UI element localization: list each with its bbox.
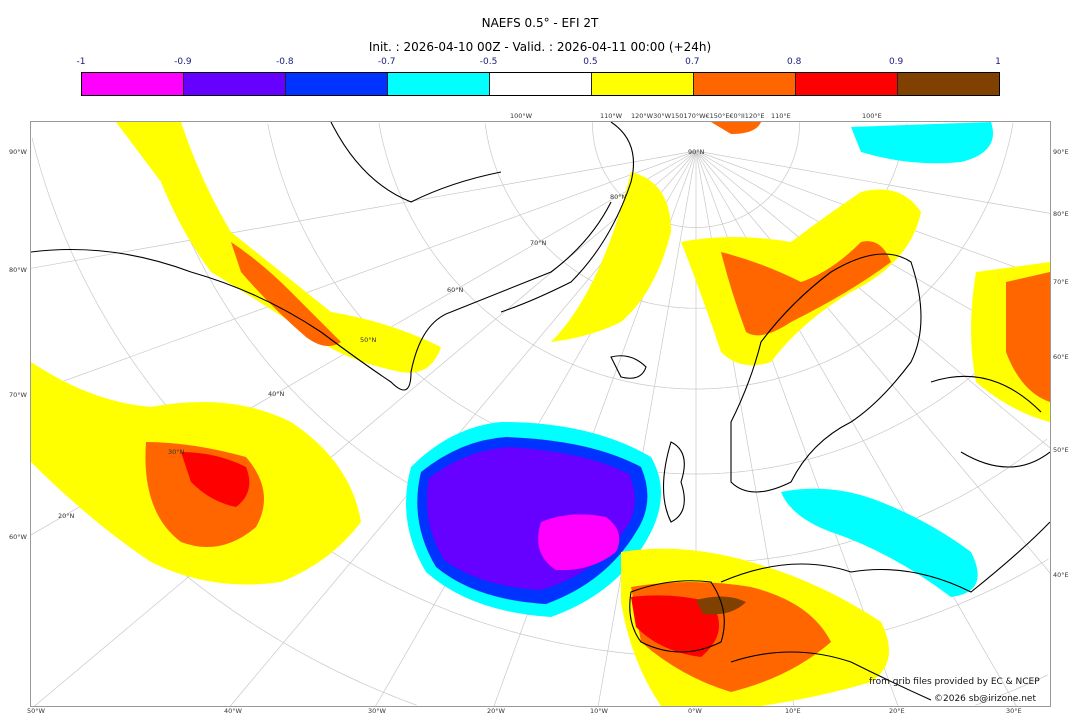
yellow-field-scandinavia <box>681 189 921 366</box>
cyan-field-siberia <box>851 122 993 164</box>
colorbar-segment <box>796 73 898 95</box>
longitude-label: 20°W <box>487 707 505 715</box>
orange-field-scandinavia <box>721 241 891 336</box>
longitude-label: 30°W <box>368 707 386 715</box>
latitude-line <box>975 674 1048 706</box>
longitude-label: 10°W <box>590 707 608 715</box>
meridian-line <box>34 150 697 706</box>
colorbar-segment <box>388 73 490 95</box>
colorbar-tick-label: 0.9 <box>888 57 904 67</box>
longitude-label: 70°W <box>9 391 27 399</box>
longitude-label: 40°W <box>224 707 242 715</box>
map-subtitle: Init. : 2026-04-10 00Z - Valid. : 2026-0… <box>368 40 712 54</box>
colorbar-segment <box>490 73 592 95</box>
source-credit: from grib files provided by EC & NCEP <box>869 677 1040 687</box>
latitude-label: 40°N <box>268 390 285 398</box>
colorbar-segment <box>82 73 184 95</box>
longitude-label: 10°E <box>785 707 801 715</box>
longitude-label: 120°W30°W150170°W€150°E€0°II120°E <box>631 112 765 120</box>
orange-field-canada <box>231 242 341 346</box>
longitude-label: 100°E <box>862 112 882 120</box>
latitude-label: 60°N <box>447 286 464 294</box>
longitude-label: 70°E <box>1053 278 1069 286</box>
yellow-field-canada <box>116 122 441 373</box>
longitude-label: 40°E <box>1053 571 1069 579</box>
map-svg <box>31 122 1050 706</box>
colorbar-tick-label: 0.7 <box>685 57 700 67</box>
efi-fields <box>31 122 1050 706</box>
latitude-label: 20°N <box>58 512 75 520</box>
cyan-field-balkans <box>781 488 978 597</box>
red-field-west <box>181 452 250 507</box>
meridian-line <box>695 150 1050 449</box>
latitude-label: 90°N <box>688 148 705 156</box>
longitude-label: 110°E <box>771 112 791 120</box>
latitude-line <box>267 124 1050 475</box>
meridian-line <box>31 150 697 394</box>
latitude-line <box>592 122 800 228</box>
colorbar-tick-label: 1 <box>995 57 1001 67</box>
colorbar-tick-label: -0.5 <box>479 57 498 67</box>
coastlines <box>31 122 1050 701</box>
red-field-iberia <box>631 595 719 657</box>
colorbar-tick-label: -0.8 <box>275 57 294 67</box>
longitude-label: 60°E <box>1053 353 1069 361</box>
longitude-label: 20°E <box>889 707 905 715</box>
map-panel: 90°N 80°N 70°N 60°N 50°N 40°N 30°N 20°N from gr… <box>30 121 1051 707</box>
map-title: NAEFS 0.5° - EFI 2T <box>481 16 599 30</box>
longitude-label: 0°W <box>688 707 702 715</box>
latitude-label: 80°N <box>610 193 627 201</box>
latitude-label: 70°N <box>530 239 547 247</box>
longitude-label: 110°W <box>600 112 623 120</box>
colorbar-tick-label: -0.7 <box>377 57 396 67</box>
colorbar-tick-label: 0.5 <box>583 57 598 67</box>
longitude-label: 90°E <box>1053 148 1069 156</box>
longitude-label: 50°E <box>1053 446 1069 454</box>
longitude-label: 30°E <box>1006 707 1022 715</box>
orange-field-russia <box>1006 272 1050 402</box>
colorbar-tick-label: -0.9 <box>174 57 192 67</box>
colorbar-tick-label: -1 <box>76 57 86 67</box>
brown-field-iberia <box>696 596 746 615</box>
colorbar-segment <box>184 73 286 95</box>
colorbar-segment <box>898 73 999 95</box>
longitude-label: 50°W <box>27 707 45 715</box>
orange-field-arctic <box>711 122 761 134</box>
colorbar-tick-label: 0.8 <box>787 57 802 67</box>
longitude-label: 60°W <box>9 533 27 541</box>
longitude-label: 80°W <box>9 266 27 274</box>
longitude-label: 100°W <box>510 112 533 120</box>
latitude-label: 30°N <box>168 448 185 456</box>
copyright: ©2026 sb@irizone.net <box>934 694 1036 704</box>
meridian-line <box>695 150 1050 574</box>
meridian-line <box>597 150 697 706</box>
meridian-line <box>695 150 1050 214</box>
longitude-label: 80°E <box>1053 210 1069 218</box>
latitude-label: 50°N <box>360 336 377 344</box>
longitude-label: 90°W <box>9 148 27 156</box>
colorbar-segment <box>286 73 388 95</box>
colorbar-segment <box>694 73 796 95</box>
magenta-field-atlantic <box>538 514 620 571</box>
colorbar-segment <box>592 73 694 95</box>
meridian-line <box>31 150 697 269</box>
yellow-field-greenland <box>551 172 671 342</box>
colorbar <box>81 72 1000 96</box>
